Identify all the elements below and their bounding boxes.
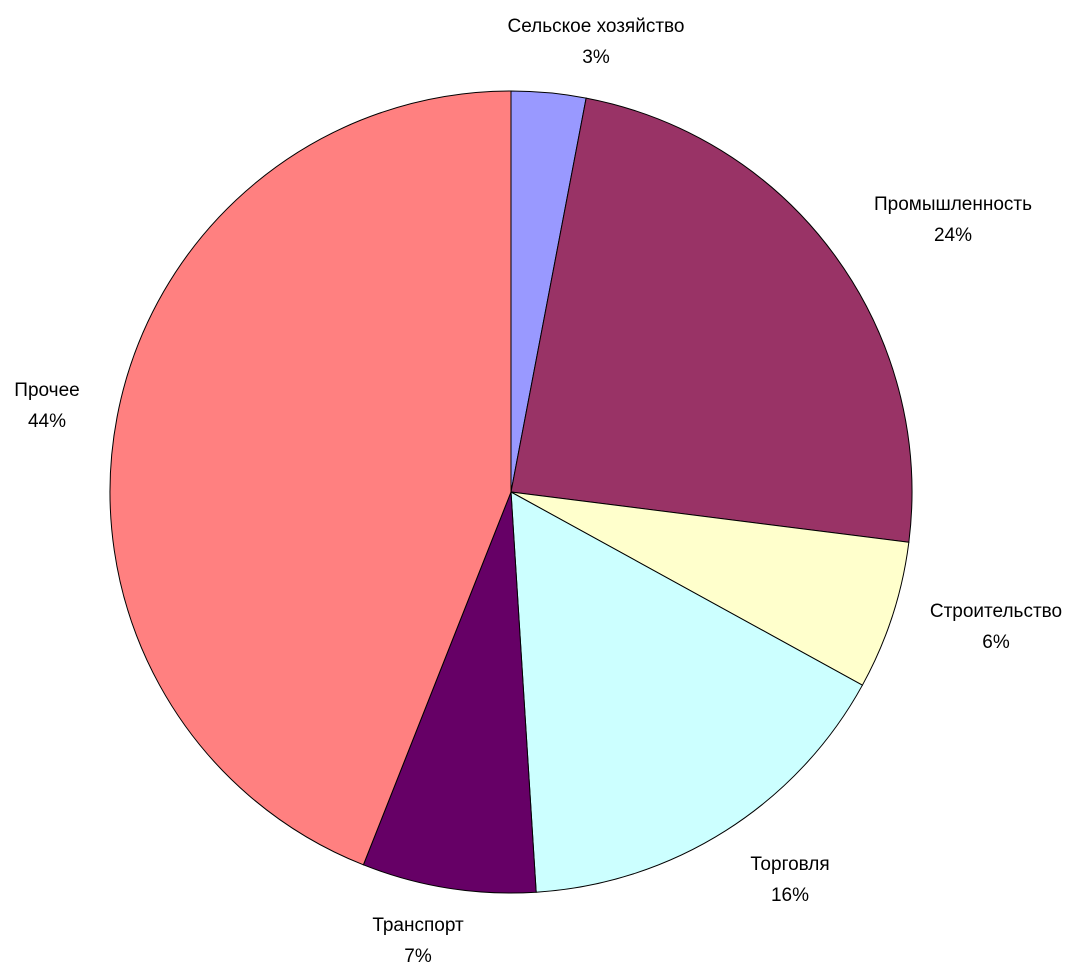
pie-slice: [510, 491, 864, 893]
slice-percent-label: 7%: [404, 946, 432, 967]
pie-slice: [109, 90, 512, 866]
pie-labels: Сельское хозяйство 3% Промышленность 24% Стр…: [14, 16, 1062, 967]
slice-label: Прочее: [14, 380, 79, 401]
pie-slice: [510, 491, 910, 686]
slice-label: Транспорт: [372, 915, 464, 936]
pie-slices: [109, 90, 913, 894]
slice-percent-label: 6%: [982, 632, 1010, 653]
slice-percent-label: 24%: [934, 225, 972, 246]
slice-percent-label: 3%: [582, 47, 610, 68]
slice-percent-label: 44%: [28, 411, 66, 432]
pie-slice: [362, 491, 537, 894]
slice-label: Торговля: [750, 854, 829, 875]
slice-percent-label: 16%: [771, 885, 809, 906]
slice-label: Промышленность: [874, 194, 1032, 215]
slice-label: Строительство: [930, 601, 1062, 622]
slice-label: Сельское хозяйство: [508, 16, 685, 37]
pie-slice: [510, 97, 913, 543]
